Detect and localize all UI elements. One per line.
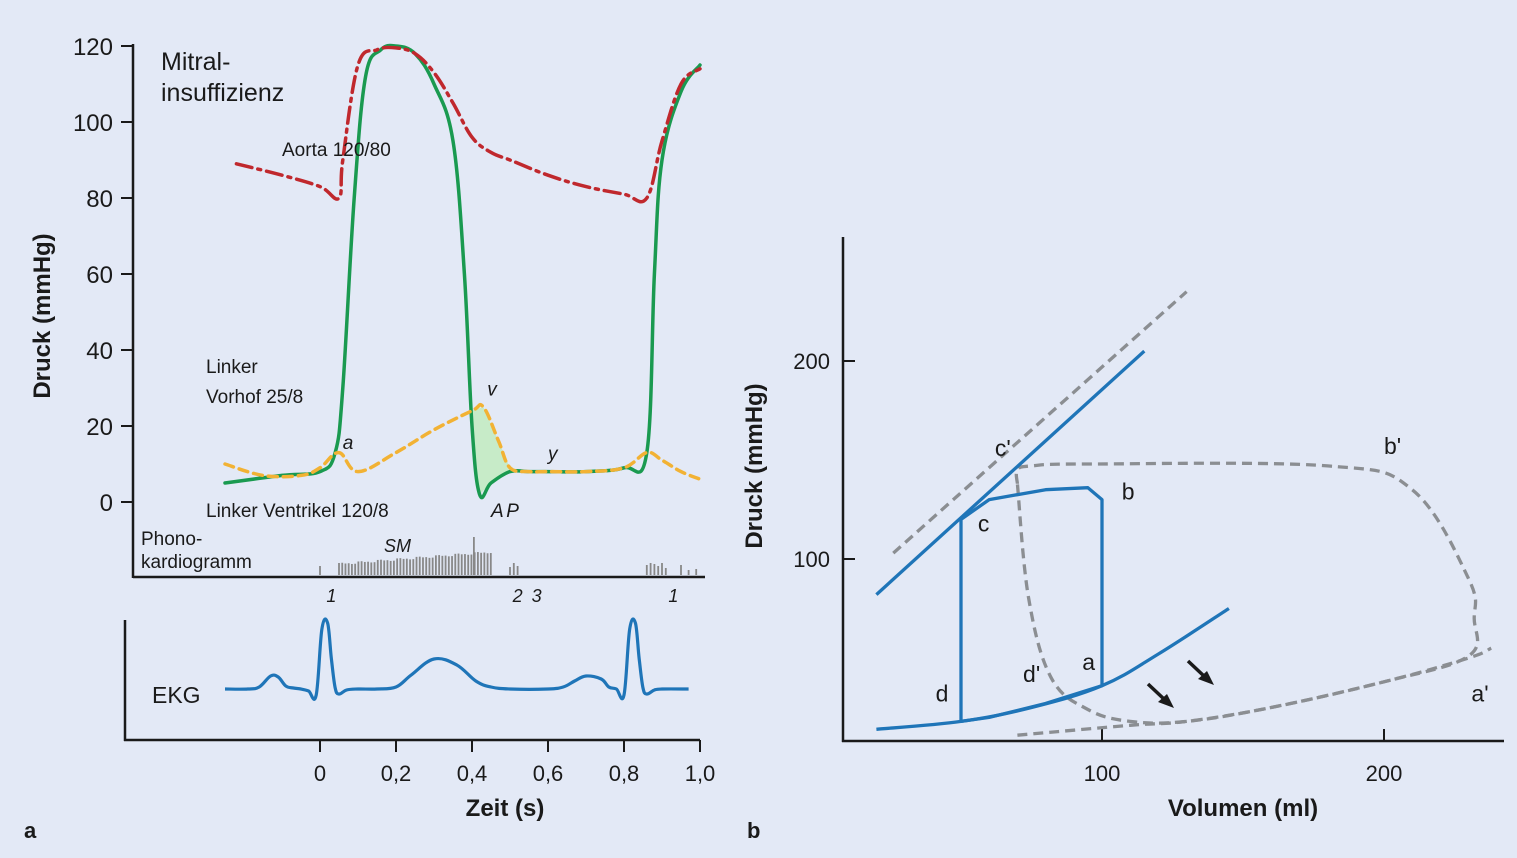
a-title-line1: Mitral-	[161, 48, 230, 76]
b-ylabel: Druck (mmHg)	[741, 383, 768, 548]
a-annotation-a: a	[343, 433, 354, 454]
b-x-tick-label: 100	[1084, 761, 1121, 786]
a-series-linker-ventrikel-120-8	[223, 43, 702, 500]
a-x-ticks: 0 0,2 0,4 0,6 0,8 1,0	[314, 740, 715, 786]
b-annotation: c	[978, 510, 990, 536]
a-x-tick-label: 0,2	[381, 761, 412, 786]
a-annotation-a: A	[490, 501, 504, 522]
a-y-tick-label: 0	[100, 490, 113, 517]
panel-b-label: b	[747, 818, 760, 843]
a-annotation-y: y	[546, 444, 559, 465]
a-x-tick-label: 1,0	[685, 761, 716, 786]
b-annotation: a'	[1471, 681, 1488, 707]
heart-sound-label: 3	[532, 586, 542, 606]
b-blue-loop	[959, 486, 1104, 724]
phono-murmur-label: SM	[384, 536, 411, 556]
a-y-tick-label: 80	[86, 186, 113, 213]
a-series-label: Linker	[206, 357, 258, 378]
a-x-tick-label: 0,4	[457, 761, 488, 786]
a-series-label: Vorhof 25/8	[206, 387, 303, 408]
arrow-icon	[1146, 682, 1174, 708]
phono-bars	[319, 537, 698, 575]
a-annotation-p: P	[506, 501, 519, 522]
b-grey-endsystolic-line	[892, 290, 1188, 555]
a-y-tick-label: 60	[86, 262, 113, 289]
b-series-group	[875, 290, 1492, 737]
b-y-tick-label: 100	[793, 547, 830, 572]
a-regurgitation-fill	[472, 407, 529, 495]
a-series-group	[223, 43, 702, 500]
b-annotation: d	[936, 681, 949, 707]
a-x-tick-label: 0,6	[533, 761, 564, 786]
arrow-icon	[1186, 659, 1214, 685]
b-annotation: c'	[995, 435, 1011, 461]
a-annotation-v: v	[487, 380, 498, 401]
a-series-labels: Aorta 120/80 Linker Vorhof 25/8 Linker Vent…	[206, 140, 391, 522]
a-series-label: Linker Ventrikel 120/8	[206, 501, 389, 522]
a-series-aorta-120-80	[234, 45, 702, 204]
a-y-tick-label: 40	[86, 338, 113, 365]
b-blue-enddiastolic-curve	[876, 607, 1230, 731]
a-x-tick-label: 0	[314, 761, 326, 786]
heart-sound-label: 2	[512, 586, 523, 606]
a-y-tick-label: 100	[73, 110, 113, 137]
b-blue-endsystolic-line	[875, 349, 1146, 596]
phono-label-line1: Phono-	[141, 529, 202, 550]
b-annotation: a	[1082, 649, 1095, 675]
a-series-linker-vorhof-25-8	[223, 402, 702, 481]
panel-b: 100 200 100 200 Druck (mmHg) Volumen (ml) c…	[741, 237, 1504, 843]
ekg-label: EKG	[152, 682, 201, 708]
a-ylabel: Druck (mmHg)	[29, 233, 56, 398]
phono-label-line2: kardiogramm	[141, 552, 252, 573]
a-y-tick-label: 120	[73, 34, 113, 61]
panel-a-label: a	[24, 818, 37, 843]
ekg-trace	[224, 617, 689, 701]
b-annotation: b	[1122, 479, 1135, 505]
b-x-tick-label: 200	[1366, 761, 1403, 786]
a-xlabel: Zeit (s)	[466, 795, 545, 822]
a-y-tick-label: 20	[86, 414, 113, 441]
b-xlabel: Volumen (ml)	[1168, 795, 1318, 822]
a-series-label: Aorta 120/80	[282, 140, 391, 161]
a-x-tick-label: 0,8	[609, 761, 640, 786]
heart-sound-label: 1	[668, 586, 678, 606]
b-annotation: d'	[1023, 661, 1040, 687]
a-title-line2: insuffizienz	[161, 79, 284, 107]
b-grey-loop	[1014, 461, 1480, 725]
b-ticks: 100 200 100 200	[793, 349, 1402, 786]
a-y-ticks: 0 20 40 60 80 100 120	[73, 34, 133, 517]
b-annotations: c' b' b c d d' a a'	[936, 433, 1489, 707]
b-annotation: b'	[1384, 433, 1401, 459]
a-annotations: a v y A P	[343, 380, 559, 523]
b-y-tick-label: 200	[793, 349, 830, 374]
heart-sound-label: 1	[326, 586, 336, 606]
